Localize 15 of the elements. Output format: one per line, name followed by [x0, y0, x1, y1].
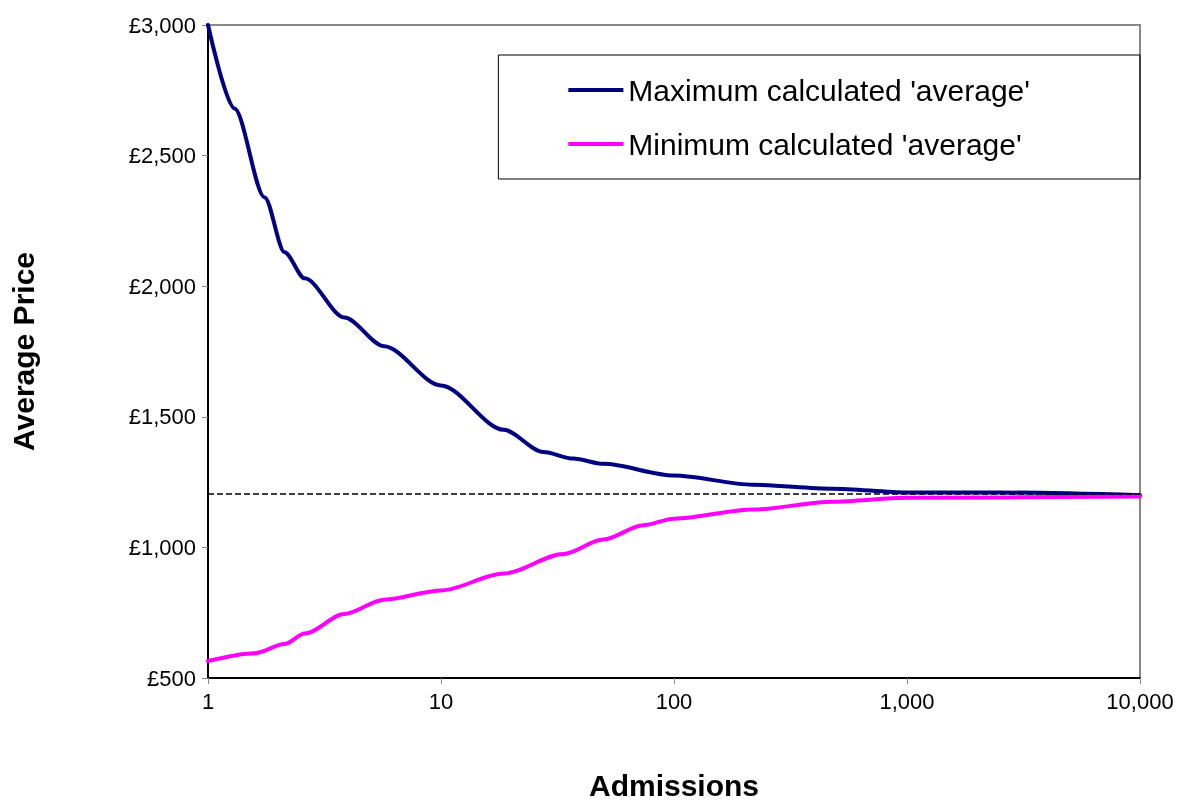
x-tick-label: 10,000 — [1106, 688, 1174, 714]
y-tick-label: £2,000 — [128, 273, 196, 299]
legend-label: Minimum calculated 'average' — [628, 127, 1022, 161]
legend-label: Maximum calculated 'average' — [628, 73, 1031, 107]
x-tick-label: 10 — [428, 688, 454, 714]
y-tick-label: £3,000 — [128, 12, 196, 38]
y-axis-title: Average Price — [6, 251, 40, 452]
x-tick-label: 1 — [201, 688, 215, 714]
x-tick-label: 1,000 — [879, 688, 935, 714]
y-tick-label: £1,500 — [128, 404, 196, 430]
y-tick-label: £2,500 — [128, 143, 196, 169]
y-tick-label: £1,000 — [128, 534, 196, 560]
x-tick-label: 100 — [655, 688, 693, 714]
x-axis-title: Admissions — [588, 768, 760, 802]
y-tick-label: £500 — [147, 665, 196, 691]
